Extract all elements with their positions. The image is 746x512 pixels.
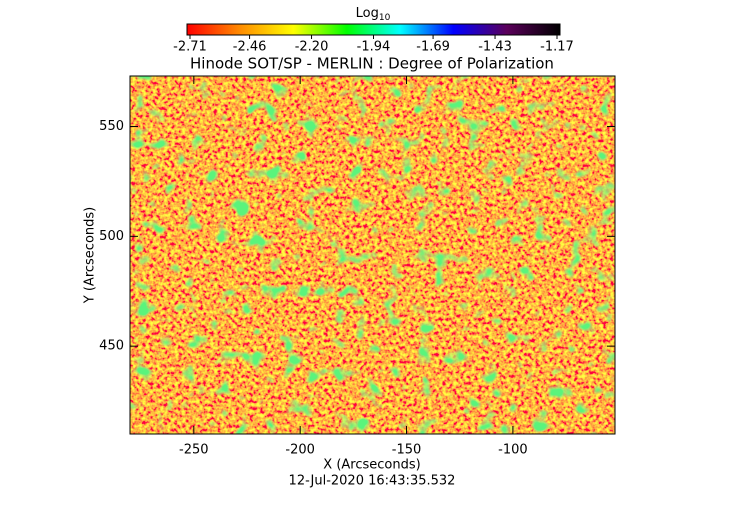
y-axis-label: Y (Arcseconds) bbox=[83, 207, 98, 304]
x-axis-label: X (Arcseconds) bbox=[323, 458, 420, 473]
axes: -250 -200 -150 -100 450 500 550 -2.71 -2.46 -2.20… bbox=[99, 35, 615, 458]
x-tick-label: -250 bbox=[179, 443, 209, 458]
y-tick-label: 500 bbox=[99, 229, 124, 244]
x-tick-label: -100 bbox=[498, 443, 528, 458]
colorbar-tick-label: -1.69 bbox=[416, 40, 450, 55]
colorbar-tick-label: -2.20 bbox=[295, 40, 329, 55]
chart-title: Hinode SOT/SP - MERLIN : Degree of Polar… bbox=[190, 55, 554, 73]
colorbar bbox=[186, 23, 561, 36]
colorbar-label-subscript: 10 bbox=[379, 13, 391, 23]
colorbar-tick-label: -1.17 bbox=[540, 40, 574, 55]
colorbar-label: Log10 bbox=[356, 6, 391, 23]
plot-frame bbox=[129, 75, 616, 435]
colorbar-tick-label: -1.43 bbox=[478, 40, 512, 55]
colorbar-label-text: Log bbox=[356, 6, 379, 21]
x-tick-label: -150 bbox=[392, 443, 422, 458]
y-tick-label: 450 bbox=[99, 339, 124, 354]
x-tick-label: -200 bbox=[285, 443, 315, 458]
colorbar-tick-label: -1.94 bbox=[357, 40, 391, 55]
y-tick-label: 550 bbox=[99, 119, 124, 134]
polarization-image bbox=[130, 76, 615, 434]
colorbar-tick-label: -2.71 bbox=[173, 40, 207, 55]
timestamp: 12-Jul-2020 16:43:35.532 bbox=[289, 474, 456, 489]
colorbar-tick-label: -2.46 bbox=[233, 40, 267, 55]
